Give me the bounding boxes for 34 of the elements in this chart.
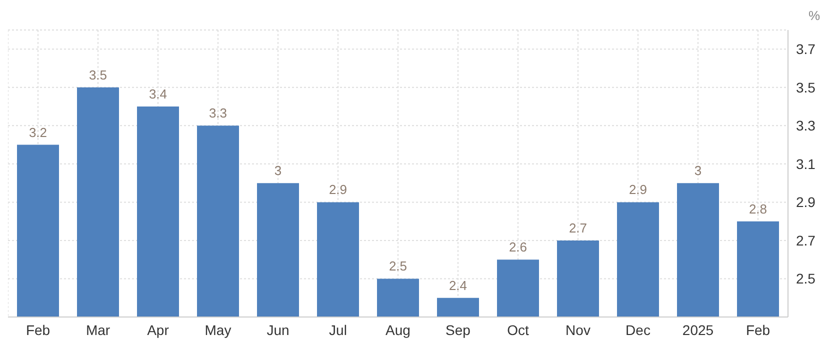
x-tick-label: Feb bbox=[26, 322, 50, 338]
x-tick-label: Sep bbox=[446, 322, 471, 338]
data-label: 2.7 bbox=[568, 220, 588, 236]
x-tick-label: Nov bbox=[566, 322, 590, 338]
x-tick-label: Feb bbox=[746, 322, 770, 338]
y-tick-label: 2.5 bbox=[796, 270, 816, 287]
data-label: 2.4 bbox=[448, 278, 468, 293]
x-tick-label: Aug bbox=[386, 322, 410, 338]
x-tick-label: May bbox=[204, 322, 232, 338]
data-label: 3.4 bbox=[148, 86, 168, 102]
y-tick-label: 3.3 bbox=[796, 118, 816, 134]
data-label: 2.5 bbox=[388, 258, 408, 274]
data-label: 2.6 bbox=[508, 240, 528, 255]
y-tick-label: 3.1 bbox=[796, 156, 816, 172]
data-label: 3.2 bbox=[28, 124, 48, 140]
data-label: 2.9 bbox=[628, 182, 648, 198]
x-tick-label: Jul bbox=[329, 322, 347, 338]
x-tick-label: Oct bbox=[507, 322, 529, 338]
data-label: 2.9 bbox=[328, 182, 348, 198]
x-tick-label: Jun bbox=[266, 322, 290, 338]
data-label: 3.3 bbox=[208, 106, 228, 121]
x-tick-label: Dec bbox=[626, 322, 650, 338]
x-tick-label: 2025 bbox=[682, 322, 714, 338]
data-label: 3 bbox=[274, 163, 282, 178]
y-tick-label: 3.7 bbox=[796, 41, 816, 58]
y-tick-label: 2.7 bbox=[796, 232, 816, 248]
y-tick-label: 2.9 bbox=[796, 194, 816, 210]
y-tick-label: 3.5 bbox=[796, 79, 816, 96]
y-axis-title: % bbox=[808, 8, 820, 23]
data-label: 2.8 bbox=[748, 201, 768, 216]
data-label: 3 bbox=[694, 163, 702, 178]
x-tick-label: Apr bbox=[147, 322, 170, 338]
data-label: 3.5 bbox=[88, 67, 108, 82]
x-tick-label: Mar bbox=[86, 322, 110, 338]
